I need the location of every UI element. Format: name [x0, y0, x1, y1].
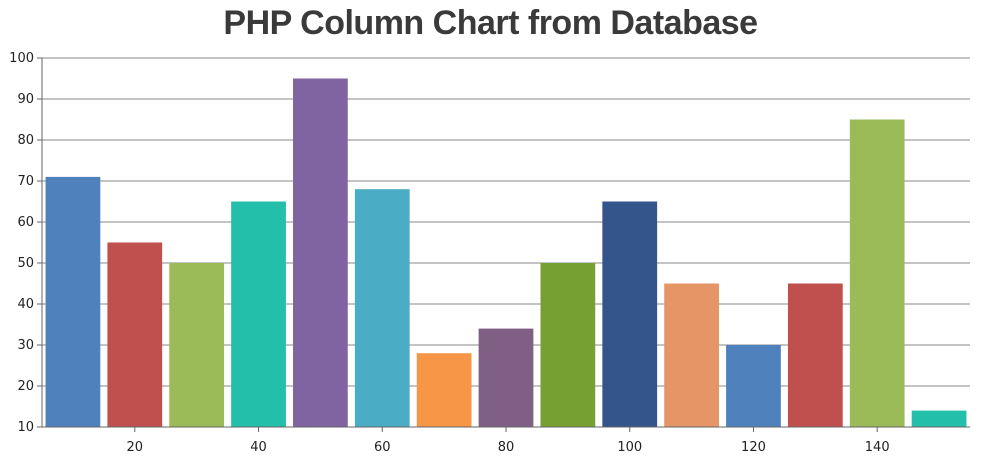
- bar[interactable]: [478, 328, 534, 427]
- y-tick-label: 60: [17, 215, 34, 230]
- bar[interactable]: [787, 283, 843, 428]
- bar[interactable]: [602, 201, 658, 428]
- bar[interactable]: [354, 189, 410, 427]
- bar[interactable]: [169, 263, 225, 427]
- axes: [37, 57, 970, 432]
- y-tick-label: 30: [17, 338, 34, 353]
- bar[interactable]: [293, 78, 348, 428]
- x-tick-label: 20: [127, 440, 144, 455]
- bar[interactable]: [726, 345, 781, 427]
- bar[interactable]: [911, 410, 967, 427]
- y-tick-label: 90: [17, 92, 34, 107]
- chart-title: PHP Column Chart from Database: [223, 4, 758, 42]
- x-tick-label: 40: [250, 440, 267, 455]
- y-tick-label: 10: [17, 420, 34, 435]
- bar[interactable]: [540, 263, 596, 427]
- bar[interactable]: [231, 201, 286, 428]
- y-tick-label: 100: [9, 51, 34, 66]
- x-axis-tick-labels: 20 40 60 80 100 120 140: [127, 440, 890, 455]
- x-tick-label: 80: [498, 440, 515, 455]
- x-tick-label: 60: [374, 440, 391, 455]
- y-tick-label: 20: [17, 379, 34, 394]
- y-axis-tick-labels: 10 20 30 40 50 60 70 80 90 100: [9, 51, 34, 435]
- y-tick-label: 70: [17, 174, 34, 189]
- y-tick-label: 80: [17, 133, 34, 148]
- bar[interactable]: [416, 353, 472, 427]
- x-tick-label: 140: [865, 440, 890, 455]
- bar[interactable]: [849, 119, 905, 428]
- bar[interactable]: [664, 283, 719, 428]
- bar[interactable]: [107, 242, 163, 428]
- x-tick-label: 120: [741, 440, 766, 455]
- bar-series: [45, 78, 967, 428]
- x-tick-label: 100: [617, 440, 642, 455]
- y-tick-label: 50: [17, 256, 34, 271]
- bar[interactable]: [45, 176, 101, 427]
- y-tick-label: 40: [17, 297, 34, 312]
